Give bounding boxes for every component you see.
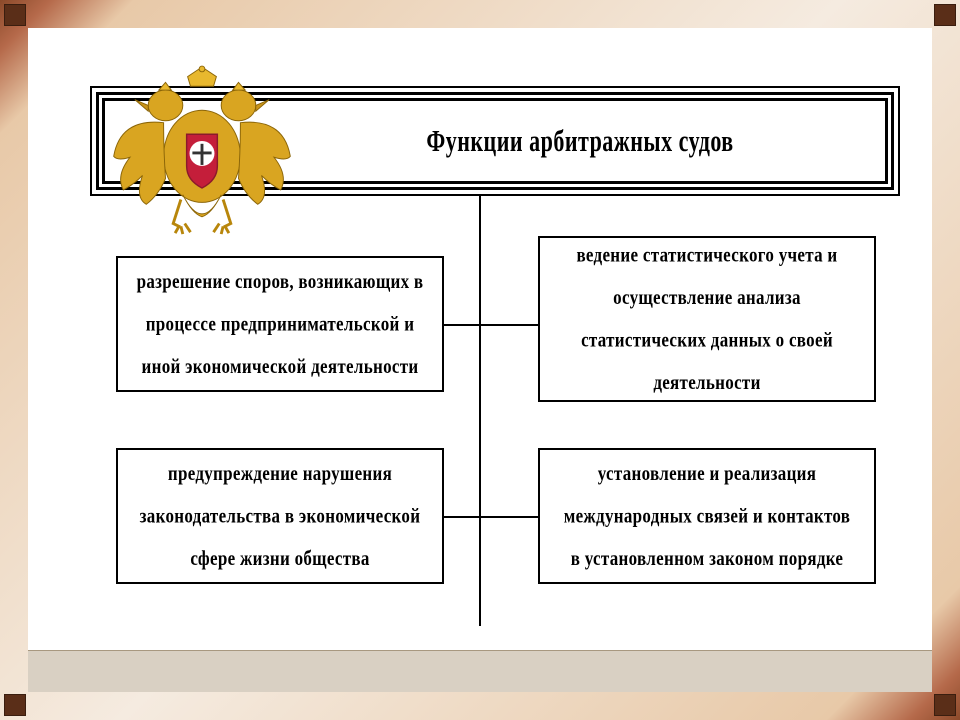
slide-canvas: Функции арбитражных судов <box>28 28 932 692</box>
bottom-bar <box>28 650 932 692</box>
frame-corner-tr <box>934 4 956 26</box>
decorative-frame: Функции арбитражных судов <box>0 0 960 720</box>
function-text-3: предупреждение нарушения законодательств… <box>136 452 424 580</box>
frame-corner-br <box>934 694 956 716</box>
branch-1-right <box>480 324 538 326</box>
function-box-1: разрешение споров, возникающих в процесс… <box>116 256 444 392</box>
function-box-2: ведение статистического учета и осуществ… <box>538 236 876 402</box>
function-text-1: разрешение споров, возникающих в процесс… <box>136 260 424 388</box>
function-box-3: предупреждение нарушения законодательств… <box>116 448 444 584</box>
frame-corner-bl <box>4 694 26 716</box>
branch-2-left <box>444 516 480 518</box>
tree-trunk <box>479 196 481 626</box>
branch-2-right <box>480 516 538 518</box>
title-text: Функции арбитражных судов <box>256 123 733 159</box>
frame-corner-tl <box>4 4 26 26</box>
function-text-4: установление и реализация международных … <box>558 452 856 580</box>
function-text-2: ведение статистического учета и осуществ… <box>558 234 856 404</box>
function-box-4: установление и реализация международных … <box>538 448 876 584</box>
branch-1-left <box>444 324 480 326</box>
coat-of-arms-icon <box>106 64 298 239</box>
